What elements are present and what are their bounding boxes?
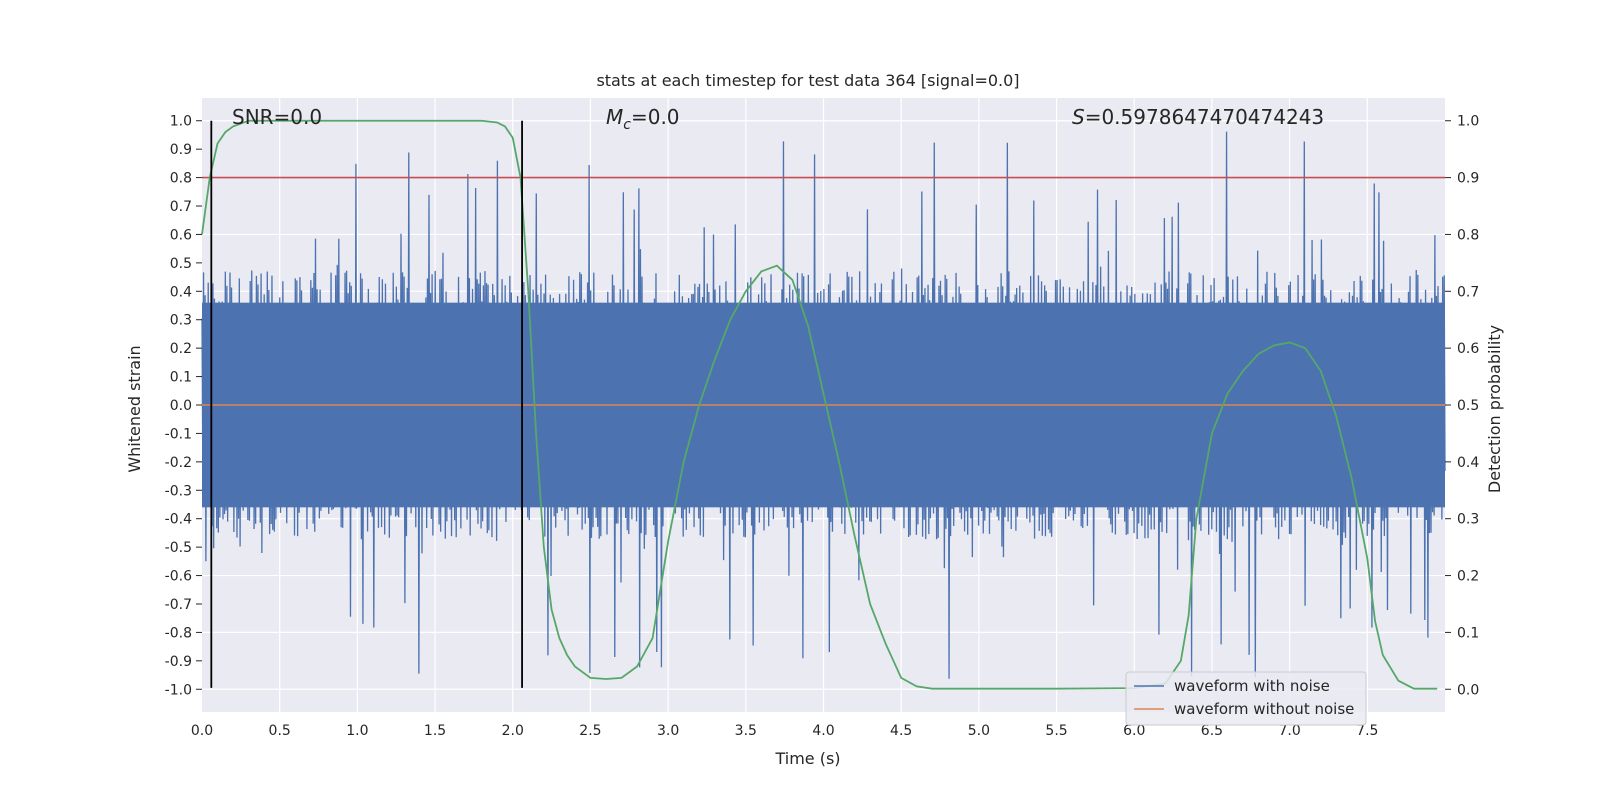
s-annotation: S=0.5978647470474243 [1072, 105, 1324, 129]
y-right-tick-label: 0.1 [1457, 625, 1479, 641]
y-right-tick-label: 0.0 [1457, 682, 1479, 698]
snr-annotation: SNR=0.0 [232, 105, 322, 129]
y-left-tick-label: 0.5 [170, 256, 192, 272]
x-tick-label: 1.0 [346, 723, 368, 739]
y-left-tick-label: 0.8 [170, 171, 192, 187]
y-right-tick-label: 0.3 [1457, 512, 1479, 528]
legend-label-clean: waveform without noise [1174, 700, 1354, 718]
y-left-tick-label: 0.2 [170, 341, 192, 357]
y-left-tick-label: 0.6 [170, 227, 192, 243]
chirp-mass-symbol: M [606, 105, 623, 129]
y-left-tick-label: -0.8 [165, 625, 192, 641]
x-tick-label: 4.5 [890, 723, 912, 739]
x-tick-label: 3.0 [657, 723, 679, 739]
y-right-tick-label: 0.9 [1457, 171, 1479, 187]
detection-probability-line [201, 119, 1438, 690]
s-value: =0.5978647470474243 [1085, 105, 1324, 129]
x-tick-label: 4.0 [812, 723, 834, 739]
s-symbol: S [1072, 105, 1085, 129]
chirp-mass-annotation: Mc=0.0 [606, 105, 680, 133]
legend: waveform with noise waveform without noi… [1125, 671, 1367, 726]
y-right-tick-label: 0.5 [1457, 398, 1479, 414]
vertical-markers [210, 120, 523, 688]
x-tick-label: 1.5 [424, 723, 446, 739]
detection-probability-series [201, 119, 1438, 690]
x-axis-label: Time (s) [774, 749, 840, 768]
y-axis-label-right: Detection probability [1485, 325, 1504, 493]
y-left-tick-label: -0.6 [165, 569, 192, 585]
y-left-tick-label: 0.0 [170, 398, 192, 414]
x-tick-label: 7.0 [1278, 723, 1300, 739]
legend-frame [1125, 671, 1367, 726]
x-tick-label: 5.5 [1045, 723, 1067, 739]
y-left-tick-label: -0.7 [165, 597, 192, 613]
x-tick-label: 2.0 [502, 723, 524, 739]
y-right-tick-label: 0.4 [1457, 455, 1479, 471]
x-tick-label: 5.0 [968, 723, 990, 739]
x-tick-label: 7.5 [1356, 723, 1378, 739]
y-left-tick-label: -0.2 [165, 455, 192, 471]
y-right-tick-label: 0.6 [1457, 341, 1479, 357]
x-tick-label: 0.0 [191, 723, 213, 739]
x-tick-label: 2.5 [579, 723, 601, 739]
y-left-tick-label: -0.3 [165, 483, 192, 499]
y-left-tick-label: 0.9 [170, 142, 192, 158]
legend-label-noise: waveform with noise [1174, 677, 1330, 695]
y-left-tick-label: -0.9 [165, 654, 192, 670]
y-left-tick-label: -0.1 [165, 426, 192, 442]
y-left-tick-label: 0.1 [170, 370, 192, 386]
y-right-tick-label: 0.7 [1457, 284, 1479, 300]
chirp-mass-value: =0.0 [631, 105, 680, 129]
y-right-tick-label: 0.2 [1457, 569, 1479, 585]
y-left-tick-label: 0.7 [170, 199, 192, 215]
chirp-mass-subscript: c [623, 117, 631, 133]
x-tick-label: 3.5 [735, 723, 757, 739]
y-left-tick-label: -0.4 [165, 512, 192, 528]
y-axis-label-left: Whitened strain [125, 345, 144, 472]
y-left-tick-label: 0.4 [170, 284, 192, 300]
y-left-tick-label: -0.5 [165, 540, 192, 556]
y-right-tick-label: 0.8 [1457, 227, 1479, 243]
tick-labels: 0.0 0.5 1.0 1.5 2.0 2.5 3.0 3.5 4.0 4.5 5.0 5.5 6.0 6… [165, 114, 1480, 739]
y-right-tick-label: 1.0 [1457, 114, 1479, 130]
x-tick-label: 0.5 [269, 723, 291, 739]
x-tick-label: 6.0 [1123, 723, 1145, 739]
y-left-tick-label: 1.0 [170, 114, 192, 130]
x-tick-label: 6.5 [1201, 723, 1223, 739]
chart-title: stats at each timestep for test data 364… [596, 71, 1019, 90]
y-left-tick-label: 0.3 [170, 313, 192, 329]
y-left-tick-label: -1.0 [165, 682, 192, 698]
